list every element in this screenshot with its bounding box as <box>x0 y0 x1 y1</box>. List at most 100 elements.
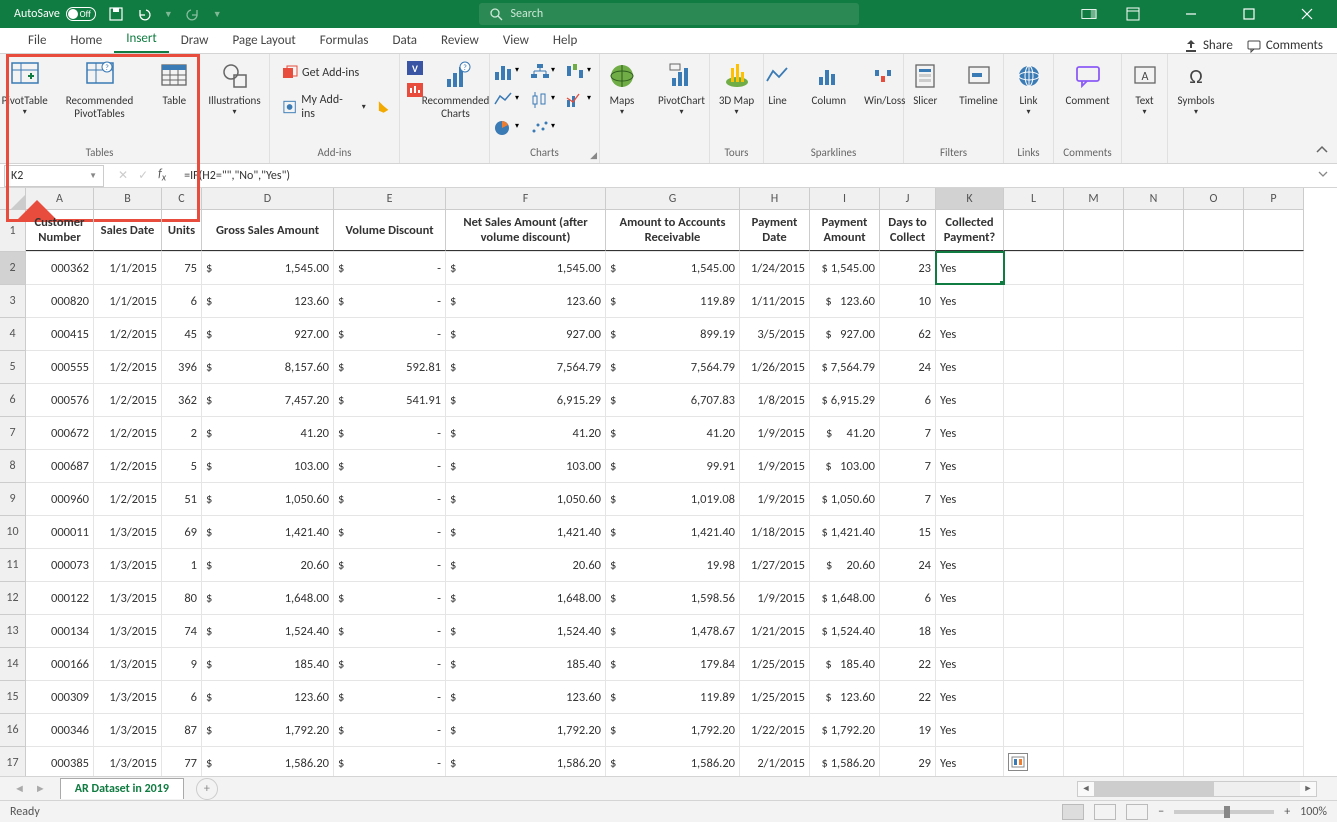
column-header[interactable]: H <box>740 188 810 209</box>
cell[interactable] <box>1064 747 1124 776</box>
header-cell[interactable]: Collected Payment? <box>936 210 1004 251</box>
cell[interactable] <box>1004 450 1064 482</box>
cell[interactable]: 5 <box>162 450 202 482</box>
cell[interactable] <box>1064 318 1124 350</box>
cell[interactable]: $- <box>334 516 446 548</box>
get-addins-button[interactable]: Get Add-ins <box>282 63 359 83</box>
cell[interactable]: $ 6,915.29 <box>810 384 880 416</box>
cell[interactable]: $1,792.20 <box>446 714 606 746</box>
row-header[interactable]: 14 <box>0 648 25 681</box>
cell[interactable]: $103.00 <box>446 450 606 482</box>
cell[interactable]: 77 <box>162 747 202 776</box>
cell[interactable] <box>1004 285 1064 317</box>
cell[interactable]: 000576 <box>26 384 94 416</box>
cell[interactable] <box>1184 714 1244 746</box>
cell[interactable]: 1/1/2015 <box>94 252 162 284</box>
cell[interactable] <box>1064 483 1124 515</box>
cell[interactable]: 000134 <box>26 615 94 647</box>
autosave-toggle[interactable]: AutoSave Off <box>14 7 96 21</box>
cell[interactable]: 1/3/2015 <box>94 648 162 680</box>
cell[interactable]: 1/2/2015 <box>94 417 162 449</box>
cell[interactable]: 45 <box>162 318 202 350</box>
sparkline-line-button[interactable]: Line <box>756 58 800 109</box>
cell[interactable]: $19.98 <box>606 549 740 581</box>
cell[interactable]: Yes <box>936 648 1004 680</box>
cell[interactable] <box>1244 450 1304 482</box>
cell[interactable]: $1,421.40 <box>202 516 334 548</box>
cell[interactable] <box>1064 648 1124 680</box>
cell[interactable]: 6 <box>162 681 202 713</box>
cell[interactable] <box>1184 747 1244 776</box>
column-header[interactable]: L <box>1004 188 1064 209</box>
timeline-button[interactable]: Timeline <box>953 58 1003 109</box>
paste-options-icon[interactable] <box>1008 753 1028 771</box>
cell[interactable]: $- <box>334 285 446 317</box>
cell[interactable] <box>1184 483 1244 515</box>
cell[interactable] <box>1184 648 1244 680</box>
cell[interactable]: Yes <box>936 714 1004 746</box>
name-box[interactable]: K2▼ <box>4 165 104 187</box>
tab-insert[interactable]: Insert <box>114 27 169 53</box>
cell[interactable]: 000415 <box>26 318 94 350</box>
cell[interactable] <box>1124 714 1184 746</box>
cancel-formula-icon[interactable]: ✕ <box>118 168 128 183</box>
cell[interactable] <box>1244 285 1304 317</box>
cell[interactable] <box>1244 648 1304 680</box>
column-header[interactable]: A <box>26 188 94 209</box>
cell[interactable]: $- <box>334 450 446 482</box>
cell[interactable]: 2/1/2015 <box>740 747 810 776</box>
cell[interactable] <box>1184 318 1244 350</box>
cell[interactable]: $1,524.40 <box>446 615 606 647</box>
cell[interactable]: $1,019.08 <box>606 483 740 515</box>
undo-dropdown-icon[interactable]: ▼ <box>164 9 173 20</box>
cell[interactable]: 000555 <box>26 351 94 383</box>
cell[interactable]: 1/26/2015 <box>740 351 810 383</box>
cell[interactable]: 18 <box>880 615 936 647</box>
cell[interactable]: 000346 <box>26 714 94 746</box>
cell[interactable] <box>1004 252 1064 284</box>
cell[interactable]: $ 20.60 <box>810 549 880 581</box>
cell[interactable]: Yes <box>936 351 1004 383</box>
row-header[interactable]: 4 <box>0 318 25 351</box>
cell[interactable] <box>1244 318 1304 350</box>
cell[interactable]: 1/9/2015 <box>740 483 810 515</box>
cell[interactable] <box>1004 681 1064 713</box>
cell[interactable]: 1/3/2015 <box>94 582 162 614</box>
cell[interactable]: 2 <box>162 417 202 449</box>
cell[interactable]: $41.20 <box>446 417 606 449</box>
cell[interactable]: 396 <box>162 351 202 383</box>
maps-button[interactable]: Maps▾ <box>598 58 646 119</box>
cell[interactable]: $927.00 <box>446 318 606 350</box>
cell[interactable]: $927.00 <box>202 318 334 350</box>
cell[interactable]: 1 <box>162 549 202 581</box>
cell[interactable] <box>1124 549 1184 581</box>
tab-file[interactable]: File <box>16 29 58 53</box>
cell[interactable]: 1/21/2015 <box>740 615 810 647</box>
table-button[interactable]: Table <box>150 58 198 109</box>
tab-view[interactable]: View <box>491 29 541 53</box>
header-cell[interactable]: Gross Sales Amount <box>202 210 334 251</box>
charts-dialog-launcher[interactable]: ◢ <box>590 150 597 161</box>
column-header[interactable]: G <box>606 188 740 209</box>
cell[interactable]: 74 <box>162 615 202 647</box>
cell[interactable]: Yes <box>936 582 1004 614</box>
sparkline-column-button[interactable]: Column <box>806 58 853 109</box>
cell[interactable]: 1/8/2015 <box>740 384 810 416</box>
bing-maps-icon[interactable] <box>376 99 391 115</box>
header-cell[interactable] <box>1184 210 1244 251</box>
cell[interactable]: $- <box>334 747 446 776</box>
line-chart-icon[interactable]: ▾ <box>493 90 525 114</box>
cell[interactable] <box>1064 582 1124 614</box>
maximize-button[interactable] <box>1227 0 1271 28</box>
zoom-slider[interactable] <box>1174 810 1274 814</box>
cell[interactable]: $592.81 <box>334 351 446 383</box>
cell[interactable]: 7 <box>880 450 936 482</box>
enter-formula-icon[interactable]: ✓ <box>138 168 148 183</box>
cell[interactable]: 000385 <box>26 747 94 776</box>
cell[interactable]: 1/2/2015 <box>94 450 162 482</box>
cell[interactable] <box>1184 351 1244 383</box>
my-addins-button[interactable]: My Add-ins▾ <box>282 91 391 123</box>
cell[interactable] <box>1064 681 1124 713</box>
cell[interactable]: $1,586.20 <box>446 747 606 776</box>
cell[interactable]: $179.84 <box>606 648 740 680</box>
